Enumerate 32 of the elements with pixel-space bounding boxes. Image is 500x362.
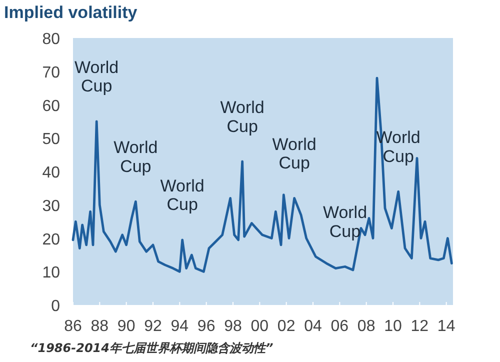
x-tick-label: 96 (197, 318, 216, 335)
x-tick-label: 98 (224, 318, 242, 335)
y-tick-label: 30 (42, 198, 60, 215)
x-tick-label: 92 (144, 318, 162, 335)
x-tick-label: 06 (330, 318, 349, 335)
annotation: World Cup (74, 58, 119, 96)
y-tick-label: 10 (42, 264, 60, 282)
annotation: World Cup (220, 98, 264, 136)
y-tick-label: 20 (42, 231, 60, 248)
x-tick-label: 10 (384, 318, 402, 335)
text: “1986-2014年七届世界杯期间隐含波动性” (30, 341, 274, 355)
annotation: World Cup (272, 134, 316, 172)
y-tick-label: 60 (42, 98, 60, 115)
x-tick-label: 00 (250, 318, 269, 335)
chart-title: Implied volatility (4, 3, 138, 22)
x-tick-label: 94 (170, 318, 189, 335)
x-tick-label: 08 (357, 318, 376, 335)
x-tick-label: 88 (90, 318, 109, 335)
y-tick-label: 80 (42, 31, 60, 48)
x-tick-label: 90 (117, 318, 136, 335)
x-tick-label: 02 (277, 318, 296, 335)
x-tick-label: 86 (64, 318, 82, 335)
x-tick-label: 14 (437, 318, 456, 335)
x-tick-label: 12 (410, 318, 429, 335)
y-tick-label: 0 (51, 298, 60, 315)
line-series (72, 76, 453, 273)
y-tick-label: 50 (42, 131, 60, 148)
annotation: World Cup (114, 138, 158, 176)
annotation: World Cup (160, 176, 204, 214)
x-tick-label: 04 (304, 318, 322, 335)
y-tick-label: 40 (42, 164, 60, 182)
y-tick-label: 70 (42, 64, 60, 82)
